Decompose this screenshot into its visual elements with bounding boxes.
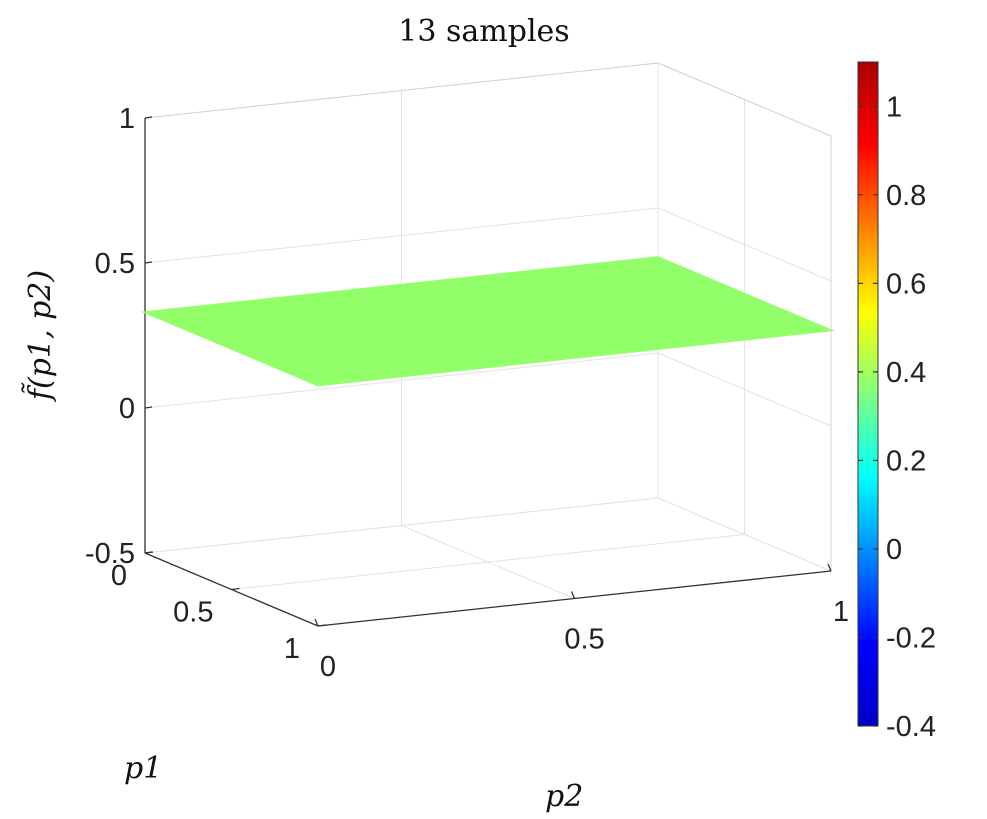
p1-tick-label: 0.5 — [173, 597, 213, 629]
p2-tick-label: 0 — [320, 651, 336, 683]
p2-tick-label: 1 — [833, 596, 849, 628]
p1-tick-labels: 00.51 — [111, 560, 300, 665]
colorbar-tick-label: 0.8 — [886, 180, 926, 212]
p1-tick-mark — [231, 587, 240, 591]
p2-tick-label: 0.5 — [564, 624, 604, 656]
p2-axis-label-text: p2 — [545, 779, 583, 814]
p2-tick-mark — [314, 618, 319, 627]
box-top-edge — [144, 62, 659, 119]
colorbar-tick-label: 0.2 — [886, 445, 926, 477]
colorbar-tick-label: -0.4 — [886, 711, 936, 743]
box-top-edge — [657, 62, 832, 137]
p2-tick-mark — [827, 563, 832, 572]
z-tick-label: 0 — [119, 393, 135, 425]
gridline-floor-p2 — [401, 525, 575, 599]
colorbar-tick-label: -0.2 — [886, 622, 936, 654]
p1-tick-mark — [144, 551, 154, 554]
colorbar-tick-label: 0.4 — [886, 357, 926, 389]
z-tick-mark — [144, 116, 153, 119]
z-tick-label: 0.5 — [95, 248, 135, 280]
p1-tick-label: 1 — [284, 633, 300, 665]
p1-axis-label: p1 — [124, 751, 162, 786]
p1-tick-label: 0 — [111, 560, 127, 592]
z-tick-label: 1 — [119, 103, 135, 135]
colorbar-tick-labels: 1 0.8 0.6 0.4 0.2 0 -0.2 -0.4 — [858, 91, 936, 743]
colorbar-tick-label: 1 — [886, 91, 902, 123]
colorbar-tick-label: 0.6 — [886, 268, 926, 300]
z-tick-mark — [144, 261, 153, 264]
z-axis-label-text: f̃(p1, p2) — [21, 270, 58, 402]
surface-plane — [141, 256, 835, 387]
colorbar — [857, 61, 879, 727]
z-tick-mark — [144, 406, 153, 409]
z-axis-label: f̃(p1, p2) — [21, 270, 58, 402]
chart-title: 13 samples — [398, 14, 569, 49]
p2-tick-labels: 00.51 — [320, 596, 849, 683]
colorbar-tick-label: 0 — [886, 534, 902, 566]
p1-tick-mark — [317, 624, 327, 627]
p2-axis-label: p2 — [545, 779, 583, 814]
z-tick-label: -0.5 — [85, 538, 135, 570]
p2-tick-mark — [570, 591, 576, 599]
p1-axis-label-text: p1 — [124, 751, 162, 786]
z-tick-labels: -0.5 0 0.5 1 — [85, 103, 135, 570]
gridline-floor-p2 — [657, 497, 832, 572]
